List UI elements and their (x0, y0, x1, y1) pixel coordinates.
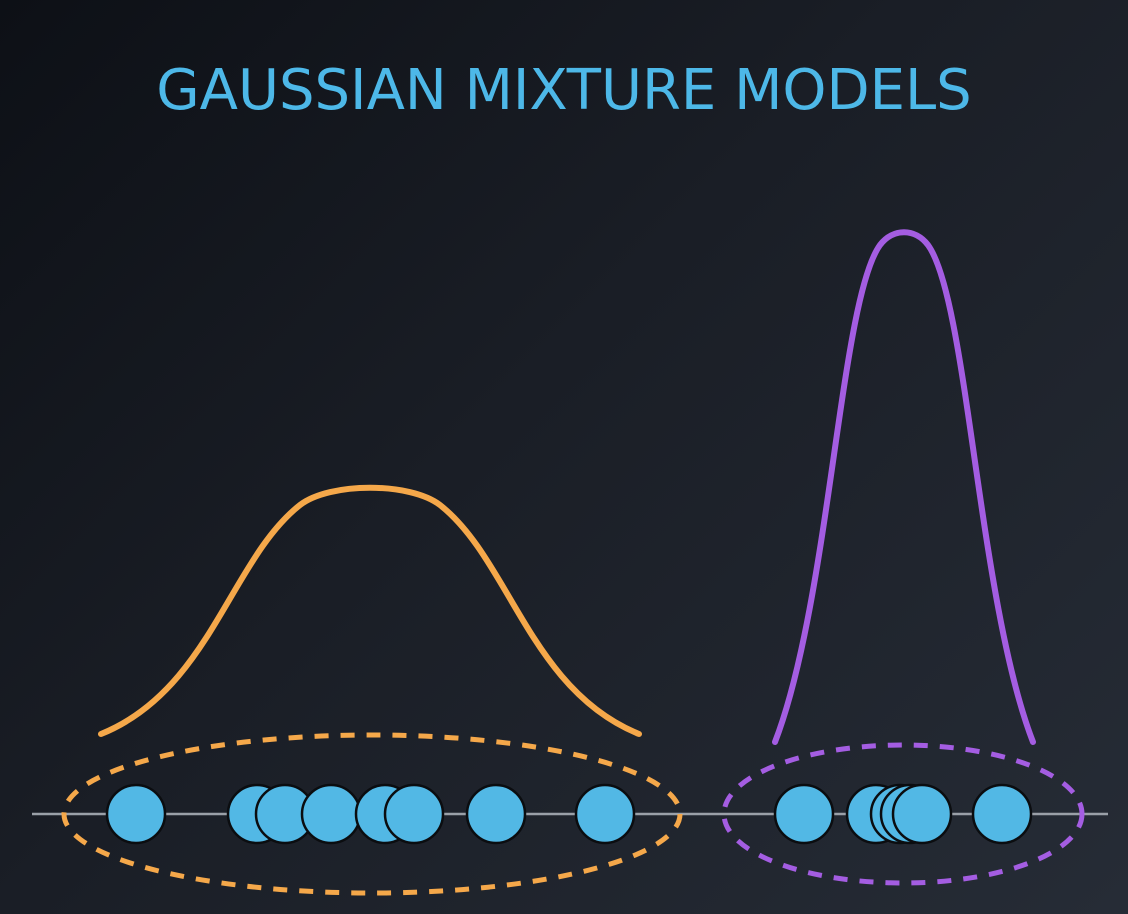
data-point (574, 783, 636, 845)
data-point (891, 783, 953, 845)
cluster-ellipse-2 (721, 742, 1085, 886)
gaussian-curve-2 (772, 229, 1036, 745)
page-title: GAUSSIAN MIXTURE MODELS (156, 58, 972, 123)
cluster-1-points (105, 783, 636, 845)
cluster-ellipse-1 (61, 732, 683, 896)
data-point (773, 783, 835, 845)
cluster-2-points (773, 783, 1033, 845)
data-point (383, 783, 445, 845)
data-point (105, 783, 167, 845)
gaussian-curve-1 (98, 484, 642, 737)
data-point (300, 783, 362, 845)
data-point (465, 783, 527, 845)
data-point (971, 783, 1033, 845)
